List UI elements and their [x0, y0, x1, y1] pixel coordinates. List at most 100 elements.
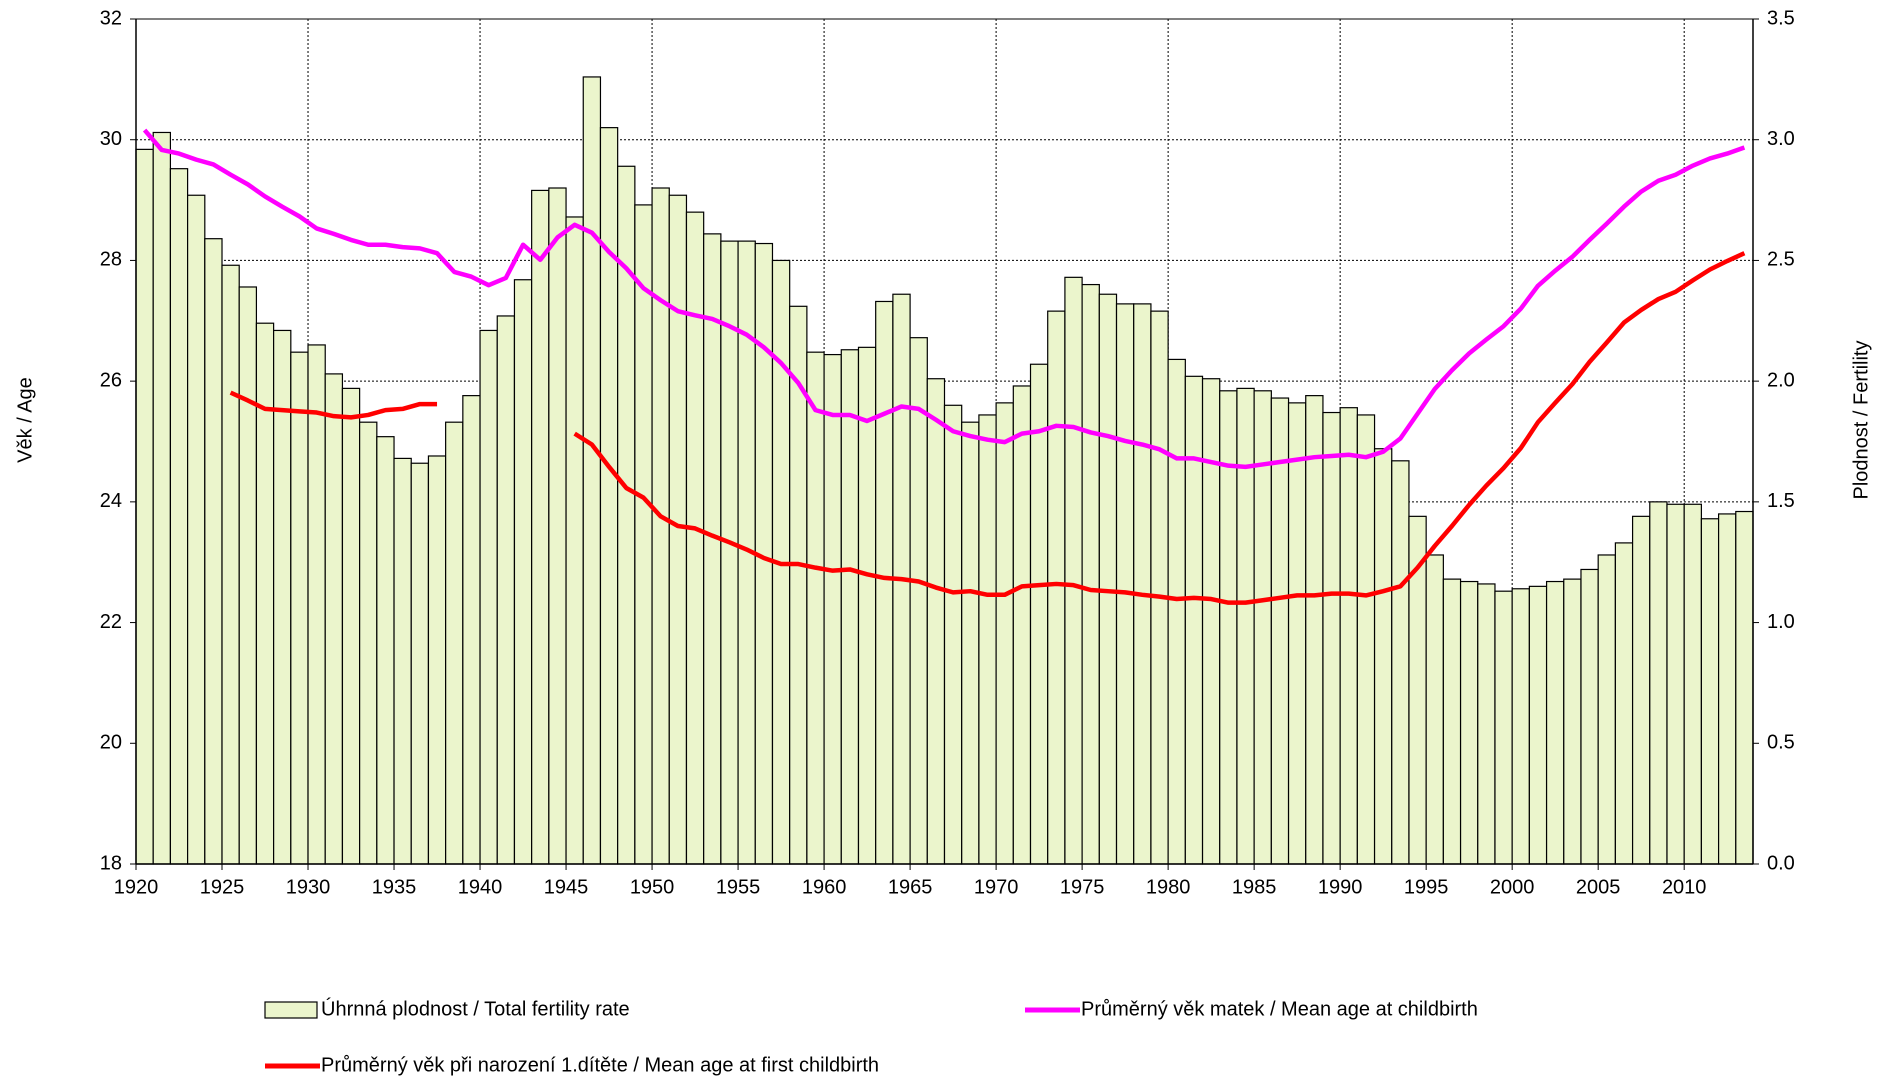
bar — [1012, 385, 1032, 865]
legend-label: Průměrný věk matek / Mean age at childbi… — [1081, 998, 1478, 1020]
bar — [1735, 510, 1754, 865]
bar — [359, 421, 378, 865]
bar — [1150, 310, 1169, 865]
x-tick-label: 1975 — [1060, 876, 1105, 898]
bar — [341, 387, 361, 865]
x-tick-label: 1940 — [458, 876, 503, 898]
bar — [1047, 310, 1066, 865]
y2-tick-label: 3.0 — [1767, 128, 1795, 150]
line — [142, 128, 1746, 470]
y-tick-label: 32 — [100, 7, 122, 29]
y-tick-label: 24 — [100, 490, 122, 512]
y2-tick-label: 2.0 — [1767, 369, 1795, 391]
bar — [1098, 293, 1118, 865]
bar — [513, 279, 533, 865]
y-tick-label: 26 — [100, 369, 122, 391]
bar — [806, 351, 825, 865]
y-axis-label: Věk / Age — [14, 377, 36, 463]
y2-tick-label: 1.5 — [1767, 490, 1795, 512]
bar — [1064, 276, 1083, 865]
bar — [1545, 580, 1565, 865]
bar — [548, 187, 567, 865]
bar — [152, 131, 172, 865]
bar — [324, 373, 344, 865]
bar — [1425, 554, 1444, 865]
bar — [1442, 578, 1462, 865]
bar — [462, 395, 481, 865]
x-tick-label: 1970 — [974, 876, 1019, 898]
bar — [1649, 501, 1668, 865]
bar — [135, 148, 154, 865]
bar — [427, 455, 447, 865]
y2-tick-label: 3.5 — [1767, 7, 1795, 29]
bar — [1322, 411, 1341, 865]
y2-tick-label: 0.5 — [1767, 732, 1795, 754]
x-tick-label: 2010 — [1662, 876, 1707, 898]
bar — [1167, 358, 1186, 865]
x-tick-label: 1950 — [630, 876, 675, 898]
bar — [393, 457, 412, 865]
y2-axis-label: Plodnost / Fertility — [1850, 341, 1872, 500]
bar — [1580, 568, 1599, 865]
bar — [1184, 375, 1204, 865]
x-tick-label: 1935 — [372, 876, 417, 898]
legend-label: Průměrný věk při narození 1.dítěte / Mea… — [321, 1054, 879, 1076]
x-tick-label: 2000 — [1490, 876, 1535, 898]
legend-label: Úhrnná plodnost / Total fertility rate — [321, 997, 630, 1020]
x-tick-label: 2005 — [1576, 876, 1621, 898]
bar — [961, 421, 980, 865]
bar — [909, 337, 928, 865]
bar — [1356, 414, 1376, 865]
bar — [307, 344, 326, 865]
x-tick-label: 1930 — [286, 876, 331, 898]
bar — [1270, 397, 1290, 865]
bar — [857, 346, 877, 865]
y-tick-label: 30 — [100, 128, 122, 150]
bar — [1683, 503, 1702, 865]
bar — [1115, 303, 1135, 865]
bar — [943, 404, 963, 865]
bar — [1511, 588, 1530, 865]
bar — [1528, 585, 1548, 865]
y-tick-label: 28 — [100, 249, 122, 271]
bar — [875, 300, 894, 865]
x-tick-label: 1980 — [1146, 876, 1191, 898]
bar — [1700, 518, 1720, 865]
bar — [1666, 503, 1685, 865]
bar — [1373, 448, 1393, 865]
bar — [599, 127, 619, 865]
bar — [290, 351, 309, 865]
bar — [1614, 542, 1634, 865]
bar — [1631, 515, 1651, 865]
line — [229, 251, 1746, 605]
bar — [1563, 578, 1582, 865]
bar — [1494, 590, 1513, 865]
bar — [1717, 513, 1737, 865]
bar — [479, 329, 498, 865]
y2-tick-label: 1.0 — [1767, 611, 1795, 633]
bar — [531, 189, 550, 865]
bar — [1081, 283, 1100, 865]
y2-tick-label: 0.0 — [1767, 852, 1795, 874]
bar — [376, 436, 395, 865]
bar — [565, 216, 584, 865]
bar — [204, 238, 223, 865]
bar — [995, 402, 1014, 865]
y-tick-label: 22 — [100, 611, 122, 633]
x-tick-label: 1985 — [1232, 876, 1277, 898]
y2-tick-label: 2.5 — [1767, 249, 1795, 271]
bar — [187, 194, 206, 865]
bar — [1029, 363, 1049, 865]
x-tick-label: 1920 — [114, 876, 159, 898]
bar — [1339, 407, 1358, 865]
y-tick-label: 18 — [100, 852, 122, 874]
bar — [496, 315, 516, 865]
bar — [169, 168, 189, 865]
bar — [978, 414, 997, 865]
bar — [1459, 580, 1479, 865]
bar — [410, 462, 430, 865]
legend-swatch — [264, 1001, 318, 1019]
bar — [1391, 460, 1410, 865]
bar — [1597, 554, 1616, 865]
